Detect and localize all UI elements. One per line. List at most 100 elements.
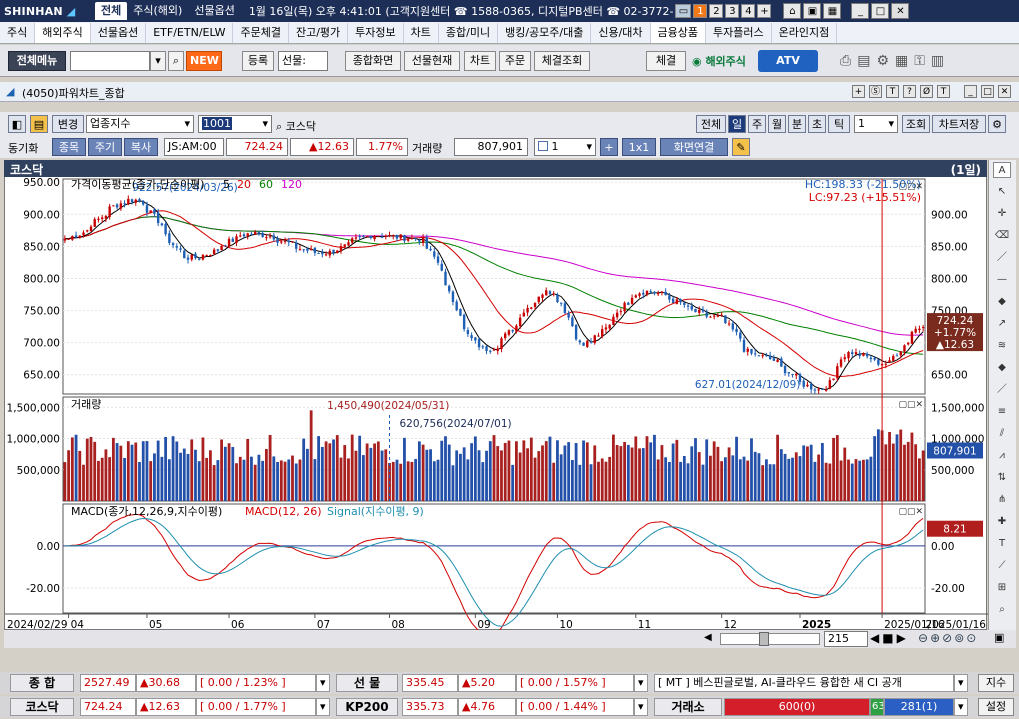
- search-icon[interactable]: ⌕: [168, 51, 184, 71]
- index-type-select[interactable]: 업종지수 ▾: [86, 115, 194, 133]
- news-ticker[interactable]: [ MT ] 베스핀글로벌, AI-클라우드 융합한 새 CI 공개: [654, 674, 954, 692]
- all-menu-button[interactable]: 전체메뉴: [8, 51, 66, 71]
- parallel-icon[interactable]: ⫽: [999, 428, 1005, 439]
- menu-etf[interactable]: ETF/ETN/ELW: [146, 22, 234, 43]
- maximize-icon[interactable]: □: [871, 3, 890, 19]
- text-tool-icon[interactable]: T: [998, 538, 1006, 549]
- panel-toggle-icon[interactable]: ◧: [8, 115, 26, 133]
- scroll-left-arrow-icon[interactable]: ◀: [704, 632, 712, 643]
- trend-line-icon[interactable]: ／: [997, 252, 1007, 263]
- code-input[interactable]: 1001 ▾: [198, 115, 272, 133]
- sync-cycle-button[interactable]: 주기: [88, 138, 122, 156]
- menu-online-branch[interactable]: 온라인지점: [772, 22, 838, 43]
- target-icon[interactable]: ✚: [997, 516, 1007, 527]
- exchange-dropdown[interactable]: ▾: [954, 698, 968, 716]
- change-button[interactable]: 변경: [52, 115, 84, 133]
- menu-mini[interactable]: 종합/미니: [439, 22, 499, 43]
- sync-item-button[interactable]: 종목: [52, 138, 86, 156]
- fib-icon[interactable]: ≡: [997, 406, 1007, 417]
- split-select[interactable]: 1 ▾: [534, 138, 596, 156]
- ticker-kosdaq-dropdown[interactable]: ▾: [316, 698, 330, 716]
- chart-svg[interactable]: 950.00 900.00 850.00 800.00 750.00 700.00 650.…: [5, 161, 988, 637]
- period-tab-week[interactable]: 주: [748, 115, 766, 133]
- expand-icon[interactable]: ▣: [994, 631, 1005, 644]
- gann-icon[interactable]: ⟋: [998, 560, 1006, 571]
- window-zero-button[interactable]: Ø: [920, 85, 933, 98]
- wave-icon[interactable]: ⩘: [999, 450, 1005, 461]
- fill-button[interactable]: 체결: [646, 51, 686, 71]
- chart-area[interactable]: 950.00 900.00 850.00 800.00 750.00 700.00 650.…: [4, 160, 988, 637]
- window-help-button[interactable]: ?: [903, 85, 916, 98]
- menu-credit[interactable]: 신용/대차: [591, 22, 651, 43]
- workspace-3-button[interactable]: 3: [725, 4, 740, 18]
- workspace-add-button[interactable]: +: [757, 4, 772, 18]
- top-tab-overseas-stock[interactable]: 주식(해외): [133, 4, 183, 17]
- eraser-icon[interactable]: ◆: [998, 296, 1006, 307]
- index-button[interactable]: 지수: [978, 674, 1014, 692]
- tool-a-icon[interactable]: A: [993, 162, 1011, 178]
- chart-save-button[interactable]: 차트저장: [932, 115, 986, 133]
- period-tab-all[interactable]: 전체: [696, 115, 726, 133]
- workspace-2-button[interactable]: 2: [709, 4, 724, 18]
- settings-gear-icon[interactable]: ⚙: [988, 115, 1006, 133]
- zoom-controls[interactable]: ⊖⊕⊘⊚⊙: [918, 631, 978, 645]
- period-count-input[interactable]: 1 ▾: [854, 115, 898, 133]
- line-tool-icon[interactable]: ／: [997, 384, 1007, 395]
- register-select[interactable]: 선물:: [278, 51, 328, 71]
- futures-now-button[interactable]: 선물현재: [404, 51, 460, 71]
- cycle-icon[interactable]: ⊞: [997, 582, 1007, 593]
- layout-button[interactable]: 1x1: [622, 138, 656, 156]
- window-maximize-icon[interactable]: □: [981, 85, 994, 98]
- menu-futures-options[interactable]: 선물옵션: [91, 22, 147, 43]
- screen-overview-button[interactable]: 종합화면: [345, 51, 401, 71]
- ticker-futures-dropdown[interactable]: ▾: [634, 674, 648, 692]
- menu-order[interactable]: 주문체결: [233, 22, 289, 43]
- atv-button[interactable]: ATV: [758, 50, 818, 72]
- minimize-icon[interactable]: _: [851, 3, 870, 19]
- delete-all-icon[interactable]: ⌫: [994, 230, 1010, 241]
- close-icon[interactable]: ✕: [891, 3, 910, 19]
- news-dropdown[interactable]: ▾: [954, 674, 968, 692]
- fill-lookup-button[interactable]: 체결조회: [534, 51, 590, 71]
- window-add-button[interactable]: +: [852, 85, 865, 98]
- toolbar-icons[interactable]: ⎙▤⚙▦⚿▥: [840, 53, 950, 69]
- lookup-button[interactable]: 조회: [902, 115, 930, 133]
- arrows-icon[interactable]: ⇅: [997, 472, 1007, 483]
- monitor-icon[interactable]: ▭: [675, 4, 692, 18]
- period-tab-second[interactable]: 초: [808, 115, 826, 133]
- top-tab-futures-options[interactable]: 선물옵션: [194, 4, 235, 17]
- menu-invest-plus[interactable]: 투자플러스: [706, 22, 772, 43]
- overseas-stock-link[interactable]: ◉ 해외주식: [692, 55, 746, 68]
- fork-icon[interactable]: ⋔: [997, 494, 1007, 505]
- register-button[interactable]: 등록: [242, 51, 274, 71]
- channel-icon[interactable]: ≋: [997, 340, 1007, 351]
- ray-icon[interactable]: ↗: [997, 318, 1007, 329]
- ticker-kp200-dropdown[interactable]: ▾: [634, 698, 648, 716]
- top-tab-all[interactable]: 전체: [95, 2, 128, 20]
- window-minimize-icon[interactable]: _: [964, 85, 977, 98]
- chevron-down-icon[interactable]: ▾: [150, 51, 166, 71]
- menu-search-input[interactable]: [70, 51, 150, 71]
- period-tab-tick[interactable]: 틱: [828, 115, 850, 133]
- sync-copy-button[interactable]: 복사: [124, 138, 158, 156]
- window-t-button[interactable]: T: [886, 85, 899, 98]
- period-tab-minute[interactable]: 분: [788, 115, 806, 133]
- window-t2-button[interactable]: T: [937, 85, 950, 98]
- horizontal-line-icon[interactable]: —: [997, 274, 1007, 285]
- workspace-4-button[interactable]: 4: [741, 4, 756, 18]
- workspace-1-button[interactable]: 1: [693, 4, 708, 18]
- window-close-icon[interactable]: ✕: [998, 85, 1011, 98]
- crosshair-icon[interactable]: ✛: [997, 208, 1007, 219]
- marker-icon[interactable]: ◆: [998, 362, 1006, 373]
- save-icon[interactable]: ▤: [30, 115, 48, 133]
- ticker-composite-dropdown[interactable]: ▾: [316, 674, 330, 692]
- menu-invest-info[interactable]: 투자정보: [348, 22, 404, 43]
- order-button[interactable]: 주문: [499, 51, 531, 71]
- cursor-icon[interactable]: ↖: [997, 186, 1007, 197]
- period-tab-day[interactable]: 일: [728, 115, 746, 133]
- menu-financial-products[interactable]: 금융상품: [650, 22, 707, 43]
- menu-banking[interactable]: 뱅킹/공모주/대출: [498, 22, 592, 43]
- pen-icon[interactable]: ✎: [732, 138, 750, 156]
- home-icon[interactable]: ⌂: [783, 3, 802, 19]
- menu-stock[interactable]: 주식: [0, 22, 36, 43]
